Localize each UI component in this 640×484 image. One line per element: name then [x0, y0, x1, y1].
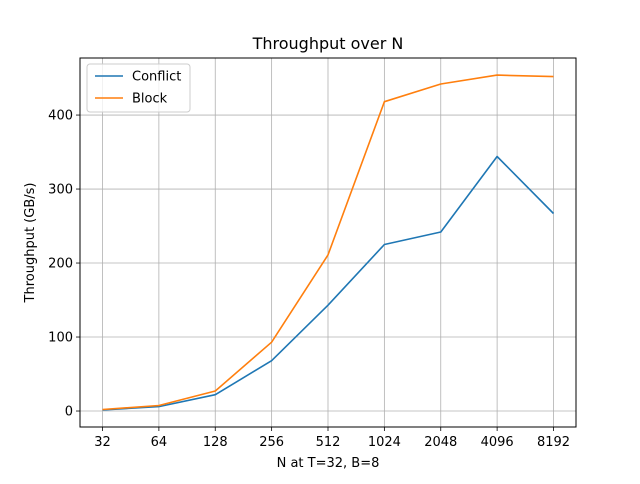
x-tick-label: 256 [259, 435, 284, 450]
y-tick-label: 300 [48, 183, 73, 198]
series-group [102, 74, 555, 411]
x-tick-label: 512 [316, 435, 341, 450]
legend-label-block: Block [132, 92, 168, 107]
y-axis-label: Throughput (GB/s) [23, 183, 38, 304]
series-line-block [102, 74, 554, 411]
y-ticks: 0 100 200 300 400 [48, 109, 80, 420]
x-axis-label: N at T=32, B=8 [277, 456, 380, 471]
x-tick-label: 64 [151, 435, 168, 450]
chart-title: Throughput over N [252, 34, 404, 53]
legend-label-conflict: Conflict [132, 70, 181, 85]
y-tick-label: 0 [65, 405, 73, 420]
y-tick-label: 200 [48, 257, 73, 272]
x-tick-label: 1024 [368, 435, 401, 450]
y-tick-label: 400 [48, 109, 73, 124]
x-tick-label: 128 [203, 435, 228, 450]
x-tick-label: 2048 [424, 435, 457, 450]
x-tick-label: 4096 [481, 435, 514, 450]
x-ticks: 32 64 128 256 512 1024 2048 4096 8192 [94, 427, 570, 450]
x-tick-label: 32 [94, 435, 111, 450]
legend: Conflict Block [86, 63, 191, 113]
y-tick-label: 100 [48, 331, 73, 346]
x-tick-label: 8192 [537, 435, 570, 450]
grid [80, 58, 576, 427]
series-line-conflict [102, 155, 555, 411]
